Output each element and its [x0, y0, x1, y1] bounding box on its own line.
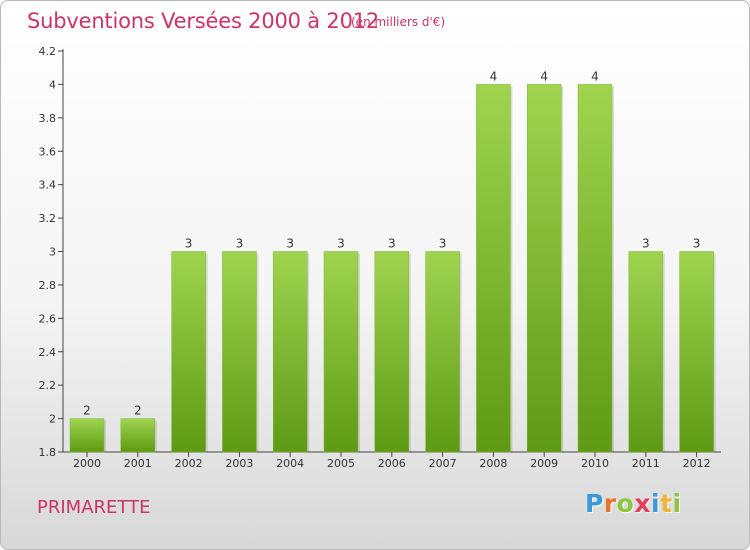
y-tick-label: 3: [49, 246, 56, 259]
y-tick-label: 3.2: [39, 212, 57, 225]
y-tick-label: 2.2: [39, 379, 57, 392]
bar: [577, 84, 613, 453]
logo-letter: i: [651, 489, 661, 518]
x-tick-label: 2001: [124, 457, 152, 470]
bar-value-label: 3: [388, 237, 396, 251]
bar-value-label: 3: [185, 237, 193, 251]
y-tick-label: 3.6: [39, 145, 57, 158]
x-tick-label: 2002: [175, 457, 203, 470]
y-tick-label: 4: [49, 78, 56, 91]
x-tick-label: 2005: [327, 457, 355, 470]
y-tick-label: 1.8: [39, 446, 57, 459]
bar-value-label: 3: [286, 237, 294, 251]
y-tick-label: 2.4: [39, 346, 57, 359]
logo-letter: x: [634, 489, 651, 518]
bar: [476, 84, 511, 453]
bar: [272, 251, 308, 453]
bar: [222, 251, 257, 453]
bar: [425, 251, 460, 453]
x-tick-label: 2010: [581, 457, 609, 470]
chart-title: Subventions Versées 2000 à 2012: [27, 9, 380, 33]
logo-letter: o: [616, 489, 635, 518]
bar-value-label: 4: [540, 69, 548, 83]
x-tick-label: 2012: [683, 457, 711, 470]
y-tick-label: 2.8: [39, 279, 57, 292]
bar: [171, 251, 206, 453]
bar: [323, 251, 359, 453]
x-tick-label: 2007: [429, 457, 457, 470]
x-tick-label: 2003: [225, 457, 253, 470]
x-tick-label: 2008: [479, 457, 507, 470]
y-tick-label: 3.8: [39, 112, 57, 125]
y-tick-label: 2: [49, 413, 56, 426]
bar: [69, 418, 105, 453]
x-tick-label: 2011: [632, 457, 660, 470]
bar-value-label: 3: [439, 237, 447, 251]
logo-letter: r: [603, 489, 617, 518]
bar-value-label: 3: [337, 237, 345, 251]
bar-value-label: 3: [236, 237, 244, 251]
unit-note: (en milliers d'€): [351, 15, 446, 29]
logo-letter: t: [660, 489, 673, 518]
y-tick-label: 3.4: [39, 179, 57, 192]
bar: [628, 251, 664, 453]
bar-value-label: 4: [490, 69, 498, 83]
x-tick-label: 2009: [530, 457, 558, 470]
x-tick-label: 2000: [73, 457, 101, 470]
bar-value-label: 2: [83, 404, 91, 418]
bar-value-label: 3: [642, 237, 650, 251]
bar: [526, 84, 562, 453]
x-tick-label: 2004: [276, 457, 304, 470]
logo-letter: P: [585, 489, 604, 518]
bar-value-label: 4: [591, 69, 599, 83]
bar: [374, 251, 410, 453]
y-tick-label: 4.2: [39, 45, 57, 58]
x-tick-label: 2006: [378, 457, 406, 470]
bar: [120, 418, 156, 453]
bar-value-label: 2: [134, 404, 142, 418]
bar: [679, 251, 714, 453]
bar-value-label: 3: [693, 237, 701, 251]
proxiti-logo: Proxiti: [585, 489, 682, 518]
commune-name: PRIMARETTE: [37, 497, 151, 518]
logo-letter: i: [672, 489, 682, 518]
y-tick-label: 2.6: [39, 312, 57, 325]
